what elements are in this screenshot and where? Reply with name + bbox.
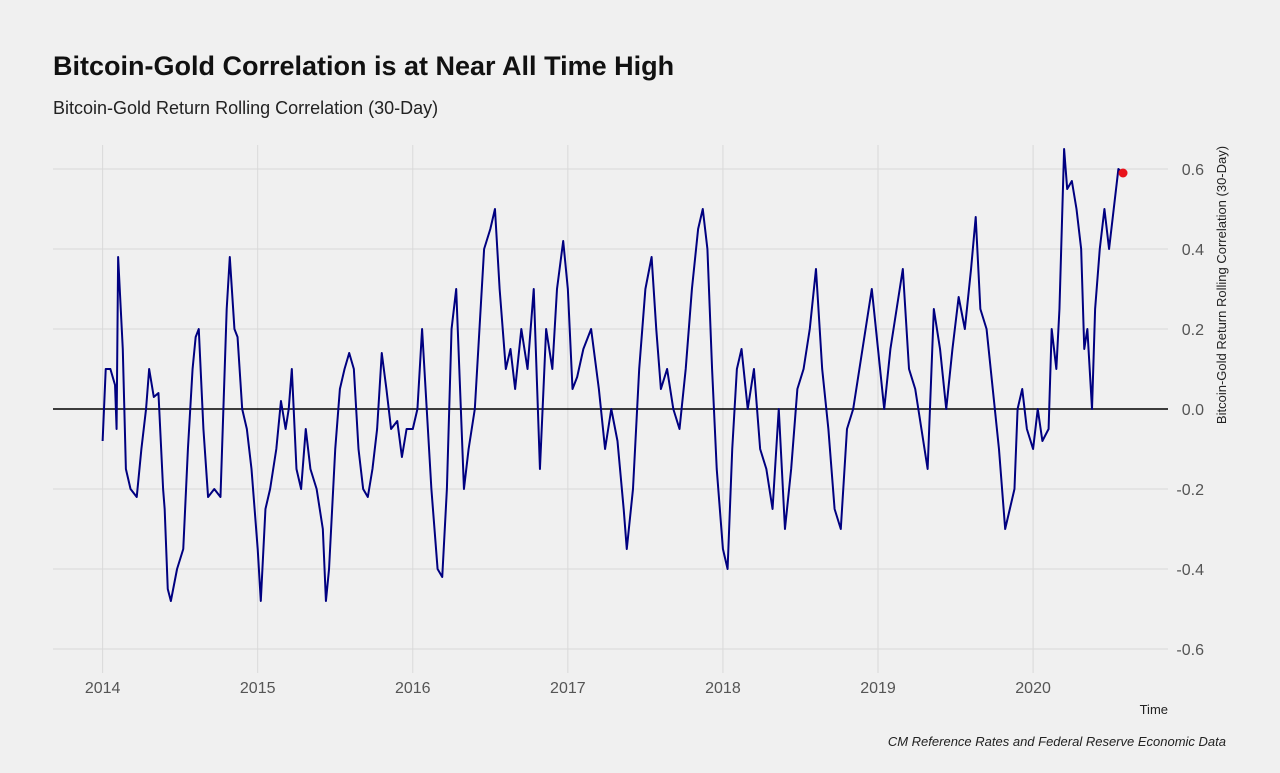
caption: CM Reference Rates and Federal Reserve E… [888, 734, 1226, 749]
line-series [101, 148, 1124, 602]
last-point [1118, 168, 1128, 178]
plot [101, 148, 1128, 602]
y-tick-label: -0.2 [1176, 482, 1204, 499]
x-axis-label: Time [1140, 702, 1168, 717]
y-axis-label: Bitcoin-Gold Return Rolling Correlation … [1214, 146, 1229, 424]
y-tick-label: 0.4 [1182, 242, 1204, 259]
x-tick-label: 2017 [550, 680, 586, 697]
y-tick-label: 0.6 [1182, 162, 1204, 179]
y-tick-label: 0.2 [1182, 322, 1204, 339]
x-tick-label: 2015 [240, 680, 276, 697]
x-tick-label: 2019 [860, 680, 896, 697]
y-tick-label: -0.4 [1176, 562, 1204, 579]
x-tick-label: 2014 [85, 680, 121, 697]
x-tick-label: 2020 [1015, 680, 1051, 697]
y-tick-label: -0.6 [1176, 642, 1204, 659]
chart-subtitle: Bitcoin-Gold Return Rolling Correlation … [53, 98, 438, 118]
y-tick-label: 0.0 [1182, 402, 1204, 419]
x-tick-label: 2016 [395, 680, 431, 697]
x-tick-label: 2018 [705, 680, 741, 697]
chart-title: Bitcoin-Gold Correlation is at Near All … [53, 51, 674, 81]
